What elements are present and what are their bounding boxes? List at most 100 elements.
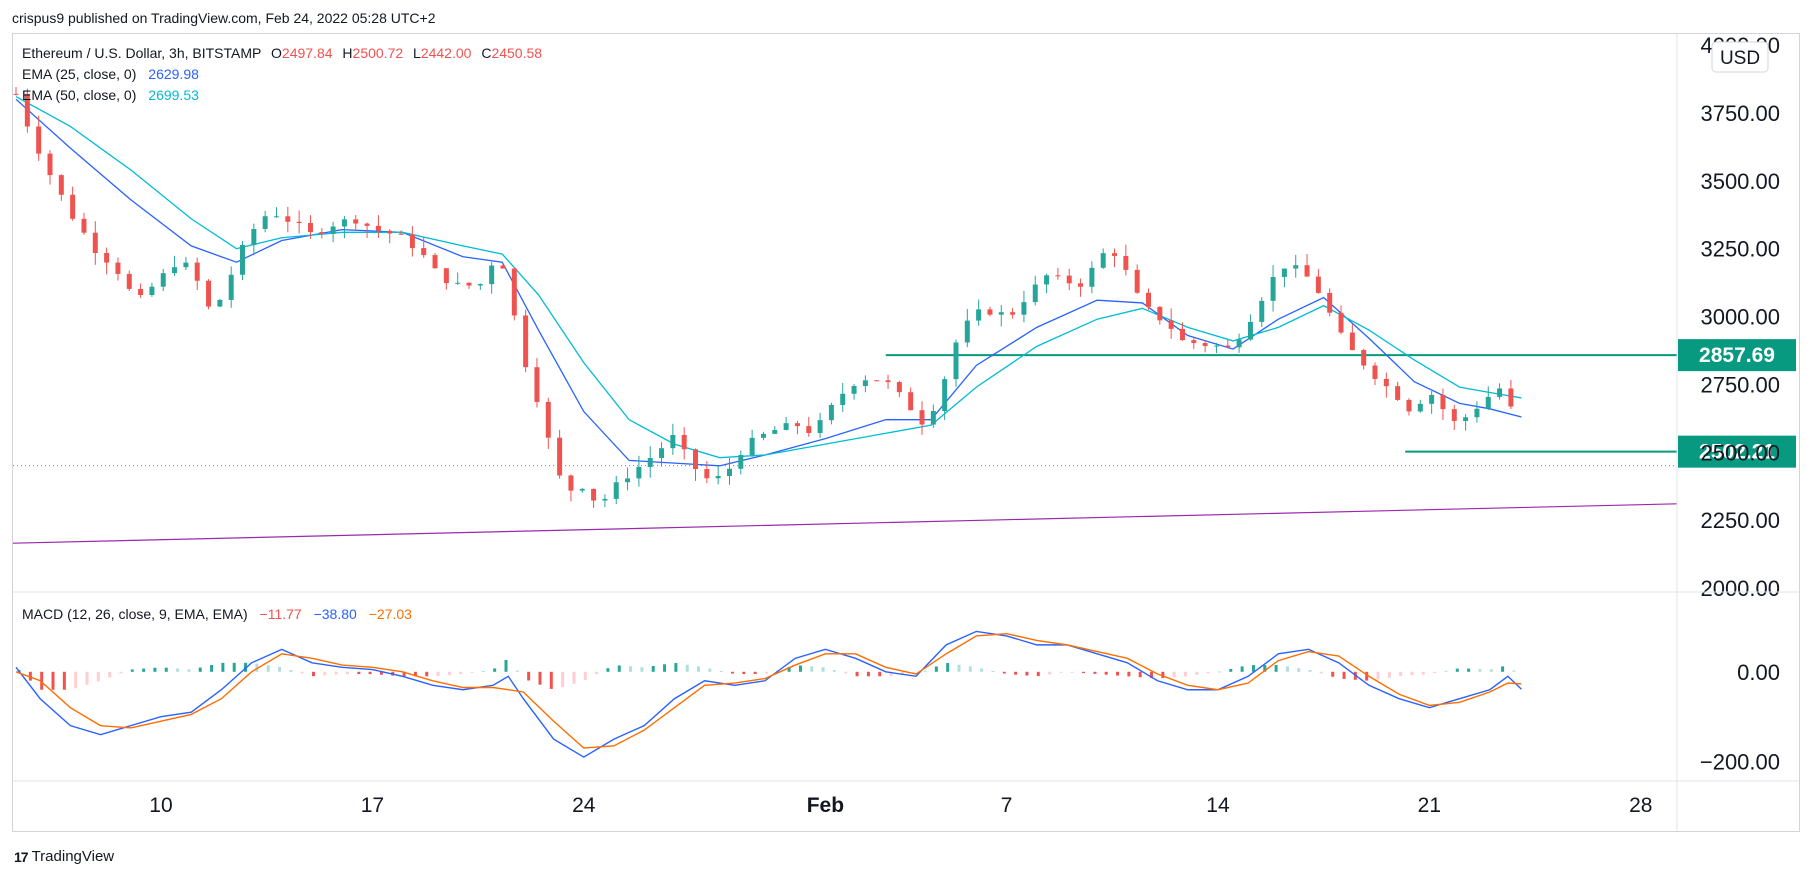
candle-down [194,262,200,281]
macd-histogram-bar [1240,666,1244,672]
candle-down [1304,265,1310,277]
macd-histogram-bar [866,671,870,677]
macd-histogram-bar [753,671,757,675]
macd-histogram-bar [447,671,451,676]
currency-badge[interactable] [1711,41,1769,73]
candle-down [794,423,800,427]
time-tick-label: 17 [361,794,384,817]
macd-histogram-bar [583,671,587,680]
candle-up [760,433,766,438]
candle-up [783,423,789,430]
support-trendline[interactable] [12,503,1678,544]
candle-down [1157,306,1163,321]
candle-down [1225,345,1231,348]
price-tick-label: 2250.00 [1700,508,1780,533]
macd-histogram-bar [1150,671,1154,679]
macd-histogram-bar [1365,671,1369,681]
candle-up [636,466,642,479]
macd-histogram-bar [379,671,383,675]
macd-histogram-bar [1104,671,1108,675]
macd-histogram-bar [889,671,893,676]
macd-histogram-bar [74,671,78,689]
candle-up [998,312,1004,315]
candle-down [58,175,64,195]
macd-histogram-bar [606,668,610,672]
macd-histogram-bar [1274,665,1278,672]
time-tick-label: 10 [149,794,172,817]
macd-histogram-bar [1048,671,1052,675]
candle-down [534,367,540,402]
macd-histogram-bar [697,666,701,672]
macd-histogram-bar [130,669,134,672]
candle-down [1191,340,1197,344]
candle-up [772,429,778,434]
candle-up [240,244,246,275]
macd-tick-label: −200.00 [1700,750,1780,775]
candle-up [647,458,653,467]
macd-histogram-bar [1217,671,1221,673]
price-tick-label: 3500.00 [1700,169,1780,194]
candle-up [1247,321,1253,340]
time-tick-label: 7 [1001,794,1013,817]
macd-histogram-bar [572,671,576,684]
macd-histogram-bar [221,662,225,672]
candle-up [579,488,585,491]
macd-histogram-bar [278,666,282,672]
macd-histogram-bar [311,671,315,677]
level-price-tag [1678,435,1796,468]
macd-histogram-bar [470,671,474,673]
legend-ema25-label: EMA (25, close, 0) [22,66,136,82]
macd-histogram-bar [1308,670,1312,672]
macd-histogram-bar [617,665,621,672]
candle-up [942,379,948,412]
tradingview-logo[interactable]: 17 TradingView [14,848,114,865]
tradingview-brand: TradingView [31,848,115,865]
macd-histogram-bar [96,671,100,682]
macd-histogram-bar [504,660,508,672]
candle-down [36,126,42,154]
macd-histogram-bar [549,671,553,689]
macd-histogram-bar [413,671,417,677]
macd-histogram-bar [1331,671,1335,677]
candle-down [874,380,880,382]
candle-down [138,288,144,296]
candle-down [919,410,925,425]
candle-up [217,299,223,307]
level-price-label: 2502.21 [1699,441,1775,464]
macd-histogram-bar [255,663,259,672]
candle-down [353,219,359,224]
chart-frame[interactable] [12,33,1800,832]
candle-up [670,434,676,449]
time-tick-label: 14 [1206,794,1230,817]
candle-down [1112,253,1118,256]
candle-down [806,426,812,433]
macd-tick-label: 0.00 [1737,660,1780,685]
macd-histogram-bar [1421,671,1425,675]
candle-down [1451,409,1457,421]
candle-up [851,386,857,394]
candle-down [545,401,551,438]
macd-histogram-bar [436,671,440,676]
candle-up [1417,403,1423,412]
candle-down [704,469,710,479]
macd-histogram-bar [821,667,825,672]
macd-histogram-bar [663,664,667,672]
candle-down [1055,275,1061,277]
legend-high-label: H [342,45,352,61]
macd-histogram-bar [1455,668,1459,672]
macd-histogram-bar [232,662,236,672]
macd-histogram-bar [334,671,338,675]
svg-text:Ethereum / U.S. Dollar, 3h, BI: Ethereum / U.S. Dollar, 3h, BITSTAMP O24… [22,45,542,61]
macd-histogram-bar [946,663,950,672]
macd-histogram-bar [640,667,644,672]
time-tick-label: Feb [807,794,844,817]
candle-down [364,223,370,226]
candle-down [206,280,212,307]
candle-down [13,93,19,95]
macd-histogram-bar [210,665,214,672]
candle-down [1372,365,1378,379]
legend-low-value: 2442.00 [421,45,472,61]
candle-down [421,248,427,256]
legend-ema50-label: EMA (50, close, 0) [22,87,136,103]
